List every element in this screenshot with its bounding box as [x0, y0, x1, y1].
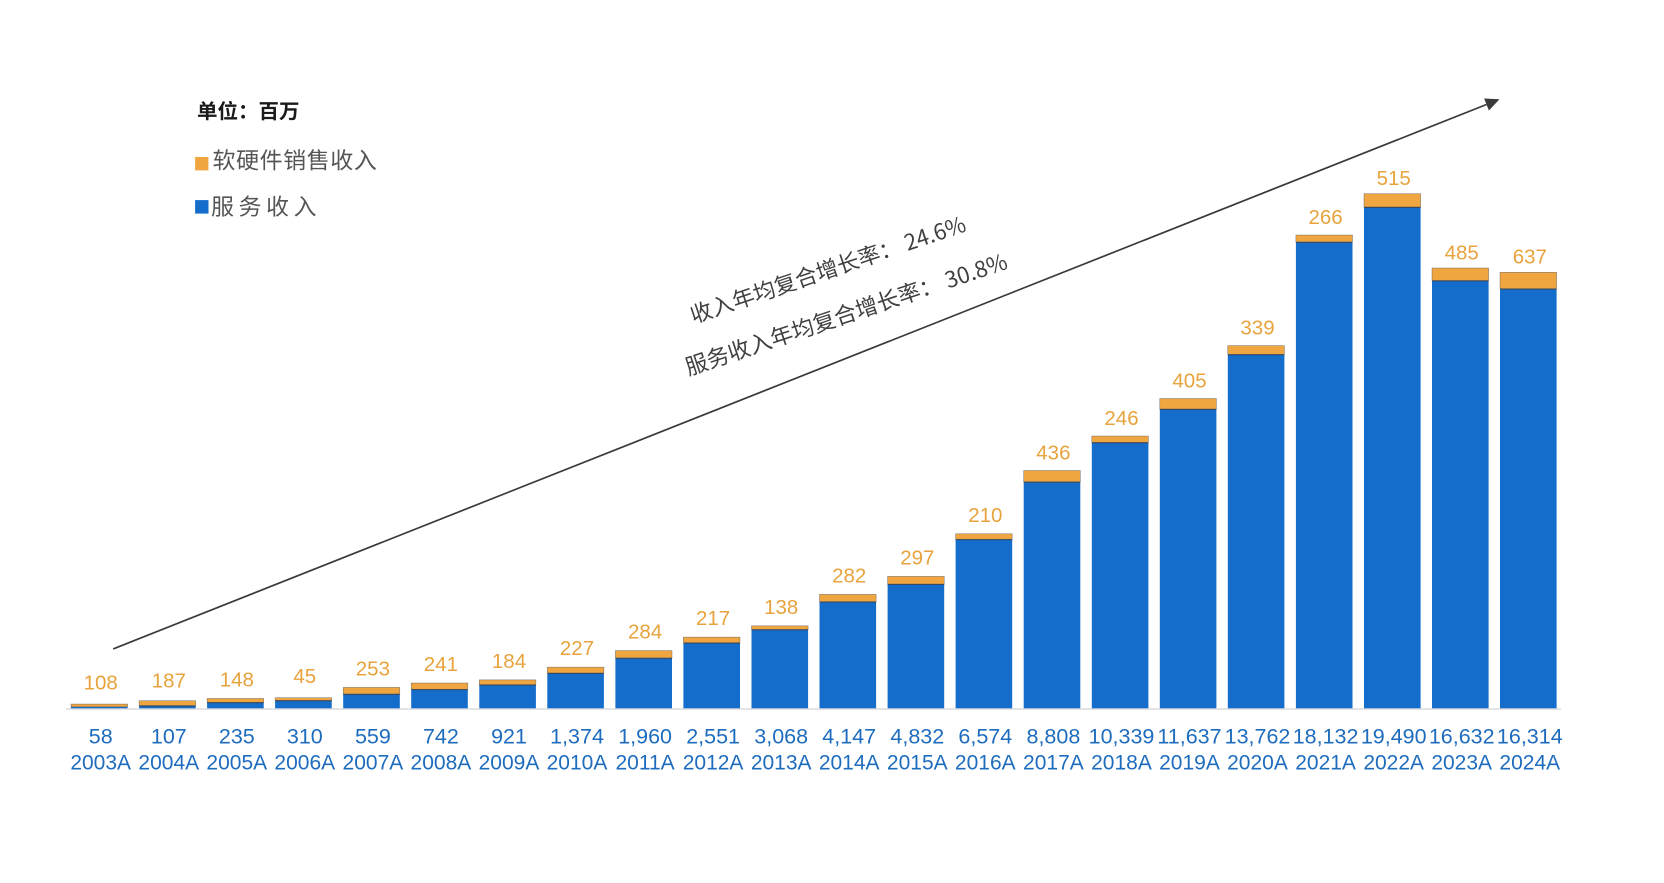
svg-text:58: 58: [89, 725, 113, 749]
svg-text:16,314: 16,314: [1497, 725, 1563, 749]
svg-text:2015A: 2015A: [887, 752, 948, 775]
svg-text:2016A: 2016A: [955, 752, 1016, 775]
svg-text:921: 921: [491, 725, 527, 749]
svg-text:485: 485: [1445, 241, 1479, 264]
svg-text:2011A: 2011A: [616, 752, 675, 775]
svg-text:2014A: 2014A: [819, 752, 880, 775]
svg-text:297: 297: [900, 546, 934, 569]
svg-text:282: 282: [832, 564, 866, 587]
svg-text:515: 515: [1377, 167, 1411, 190]
svg-text:405: 405: [1172, 370, 1206, 393]
svg-text:2019A: 2019A: [1159, 752, 1220, 775]
svg-text:2012A: 2012A: [683, 752, 744, 775]
svg-text:2022A: 2022A: [1363, 752, 1424, 775]
svg-text:2013A: 2013A: [751, 752, 812, 775]
svg-text:108: 108: [84, 672, 118, 695]
svg-text:2,551: 2,551: [686, 725, 740, 749]
svg-text:559: 559: [355, 725, 391, 749]
svg-text:310: 310: [287, 725, 323, 749]
svg-text:2006A: 2006A: [274, 752, 335, 775]
svg-text:241: 241: [424, 653, 458, 676]
svg-text:2023A: 2023A: [1431, 752, 1492, 775]
svg-text:2024A: 2024A: [1499, 752, 1560, 775]
svg-text:6,574: 6,574: [958, 725, 1012, 749]
svg-text:148: 148: [220, 668, 254, 691]
svg-text:2007A: 2007A: [343, 752, 404, 775]
svg-text:742: 742: [423, 725, 459, 749]
svg-text:2018A: 2018A: [1091, 752, 1152, 775]
svg-text:4,147: 4,147: [822, 725, 876, 749]
svg-text:246: 246: [1104, 407, 1138, 430]
svg-text:10,339: 10,339: [1089, 725, 1155, 749]
svg-text:266: 266: [1308, 206, 1342, 229]
svg-text:19,490: 19,490: [1361, 725, 1427, 749]
svg-text:2009A: 2009A: [479, 752, 540, 775]
svg-text:2010A: 2010A: [547, 752, 608, 775]
svg-text:436: 436: [1036, 442, 1070, 465]
svg-text:2020A: 2020A: [1227, 752, 1288, 775]
svg-text:339: 339: [1240, 317, 1274, 340]
svg-text:2003A: 2003A: [70, 752, 131, 775]
svg-text:235: 235: [219, 725, 255, 749]
svg-text:227: 227: [560, 637, 594, 660]
svg-text:187: 187: [152, 670, 186, 693]
svg-text:2004A: 2004A: [138, 752, 199, 775]
svg-text:217: 217: [696, 607, 730, 630]
svg-text:138: 138: [764, 596, 798, 619]
svg-text:2008A: 2008A: [411, 752, 472, 775]
svg-text:1,374: 1,374: [550, 725, 604, 749]
svg-text:2017A: 2017A: [1023, 752, 1084, 775]
svg-text:637: 637: [1513, 246, 1547, 269]
svg-text:8,808: 8,808: [1026, 725, 1080, 749]
svg-text:13,762: 13,762: [1225, 725, 1291, 749]
svg-text:4,832: 4,832: [890, 725, 944, 749]
svg-text:284: 284: [628, 621, 662, 644]
svg-text:16,632: 16,632: [1429, 725, 1495, 749]
svg-text:1,960: 1,960: [618, 725, 672, 749]
svg-text:45: 45: [293, 665, 316, 688]
svg-text:210: 210: [968, 504, 1002, 527]
svg-text:11,637: 11,637: [1157, 725, 1221, 749]
svg-text:253: 253: [356, 657, 390, 680]
svg-text:18,132: 18,132: [1293, 725, 1359, 749]
svg-text:107: 107: [151, 725, 187, 749]
svg-text:3,068: 3,068: [754, 725, 808, 749]
svg-text:184: 184: [492, 650, 526, 673]
svg-text:2021A: 2021A: [1295, 752, 1356, 775]
svg-text:2005A: 2005A: [206, 752, 267, 775]
